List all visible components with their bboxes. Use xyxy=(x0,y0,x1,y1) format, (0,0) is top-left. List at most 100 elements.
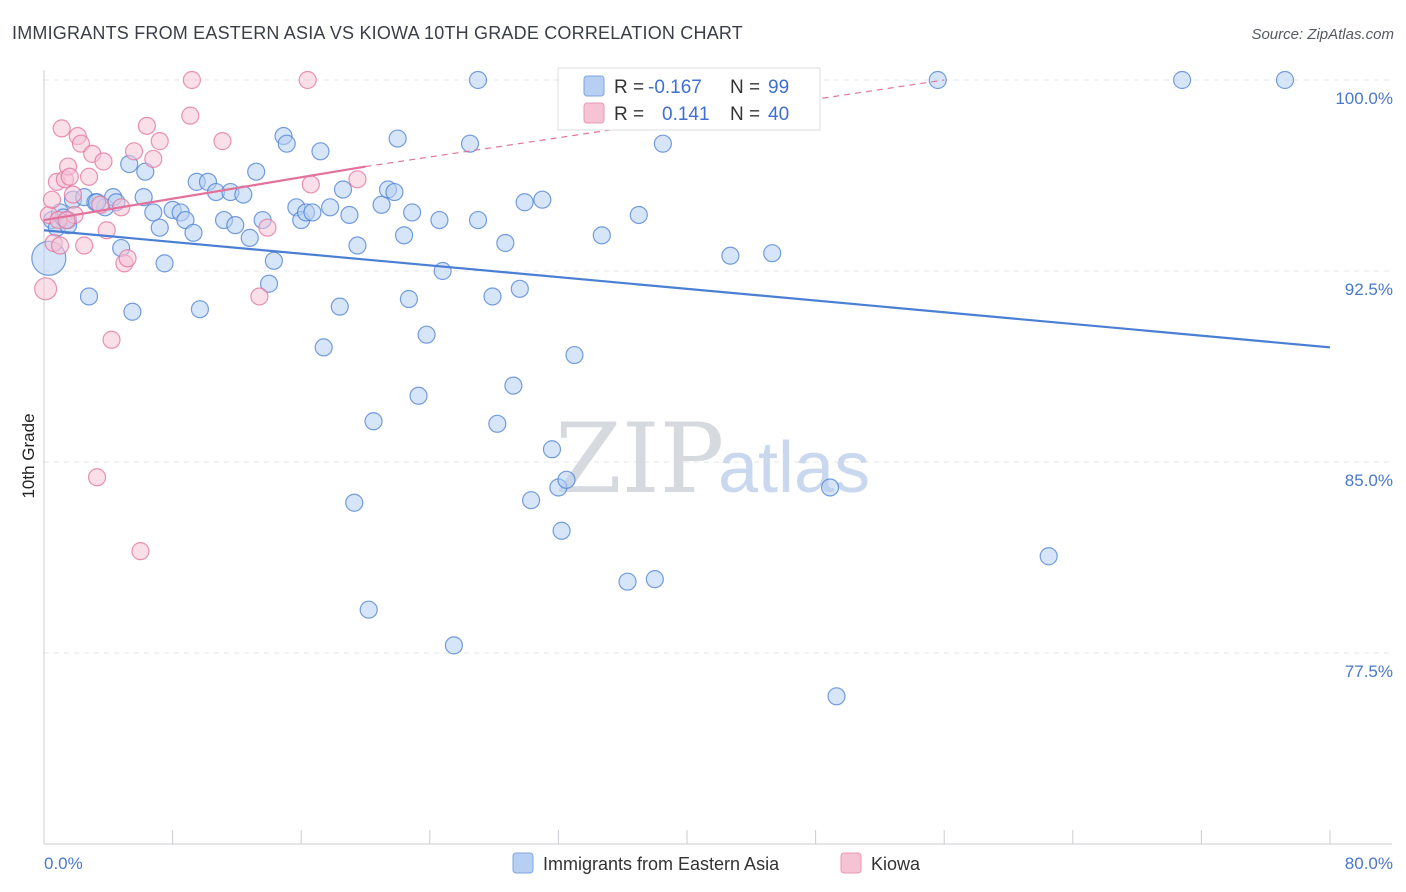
watermark-zip: ZIP xyxy=(555,403,724,515)
point-immigrants-49 xyxy=(340,205,359,225)
point-immigrants-70 xyxy=(488,414,507,433)
bottom-legend-swatch-blue xyxy=(512,852,534,874)
point-immigrants-46 xyxy=(321,198,340,217)
point-immigrants-43 xyxy=(303,203,322,222)
point-immigrants-47 xyxy=(333,180,353,199)
point-immigrants-31 xyxy=(226,216,245,235)
x-tick-label-min: 0.0% xyxy=(44,854,83,873)
point-immigrants-39 xyxy=(277,134,296,153)
series-immigrants-eastern-asia xyxy=(31,70,1295,706)
bottom-legend-label-immigrants: Immigrants from Eastern Asia xyxy=(543,854,780,874)
y-axis-label: 10th Grade xyxy=(19,413,38,498)
point-immigrants-45 xyxy=(314,338,333,357)
point-immigrants-95 xyxy=(1173,70,1192,90)
point-immigrants-18 xyxy=(144,203,163,222)
point-immigrants-84 xyxy=(629,205,648,225)
point-kiowa-6 xyxy=(52,119,71,138)
point-immigrants-81 xyxy=(565,345,584,365)
y-tick-label-85: 85.0% xyxy=(1345,471,1393,490)
stats-legend: R = -0.167 N = 99 R = 0.141 N = 40 xyxy=(557,67,821,131)
point-immigrants-91 xyxy=(820,478,840,497)
point-immigrants-63 xyxy=(430,210,449,230)
point-immigrants-62 xyxy=(417,325,436,344)
point-immigrants-94 xyxy=(1039,547,1058,566)
point-immigrants-19 xyxy=(150,218,169,237)
point-immigrants-53 xyxy=(364,412,383,431)
point-kiowa-28 xyxy=(181,106,200,125)
point-immigrants-90 xyxy=(763,244,782,263)
point-kiowa-24 xyxy=(131,542,150,561)
point-kiowa-32 xyxy=(258,218,277,237)
point-immigrants-25 xyxy=(190,300,210,319)
point-immigrants-51 xyxy=(345,493,364,512)
point-immigrants-44 xyxy=(311,142,330,161)
point-kiowa-12 xyxy=(71,134,91,153)
point-immigrants-80 xyxy=(557,470,576,489)
bottom-legend-swatch-pink xyxy=(840,852,862,874)
point-kiowa-22 xyxy=(118,249,137,268)
point-immigrants-52 xyxy=(359,600,378,619)
point-immigrants-57 xyxy=(388,129,407,148)
y-tick-label-92-5: 92.5% xyxy=(1345,280,1393,299)
point-immigrants-93 xyxy=(928,70,947,90)
point-kiowa-17 xyxy=(94,152,113,171)
point-kiowa-9 xyxy=(60,167,79,186)
point-kiowa-0 xyxy=(34,277,58,301)
point-immigrants-48 xyxy=(330,297,349,316)
trend-line-kiowa xyxy=(43,165,366,222)
y-tick-label-100: 100.0% xyxy=(1335,89,1393,108)
point-immigrants-20 xyxy=(155,254,174,273)
point-immigrants-14 xyxy=(123,302,142,321)
point-immigrants-69 xyxy=(483,287,502,306)
point-kiowa-23 xyxy=(124,142,144,161)
point-immigrants-65 xyxy=(444,636,464,655)
point-immigrants-96 xyxy=(1275,70,1295,90)
stats-legend-swatch-pink xyxy=(583,102,605,124)
point-kiowa-2 xyxy=(42,190,62,209)
point-kiowa-26 xyxy=(144,149,163,169)
point-immigrants-71 xyxy=(496,233,515,253)
point-kiowa-30 xyxy=(213,132,232,151)
point-immigrants-86 xyxy=(653,134,672,153)
point-kiowa-25 xyxy=(137,116,156,135)
point-immigrants-37 xyxy=(264,251,283,270)
point-kiowa-38 xyxy=(57,210,76,230)
watermark: ZIP atlas xyxy=(555,403,870,515)
chart-title: IMMIGRANTS FROM EASTERN ASIA VS KIOWA 10… xyxy=(12,23,743,43)
point-immigrants-34 xyxy=(247,162,266,181)
point-immigrants-36 xyxy=(259,274,279,293)
point-immigrants-83 xyxy=(618,572,637,591)
point-immigrants-66 xyxy=(460,134,480,153)
point-immigrants-74 xyxy=(515,193,534,212)
legend-r-value-1: 0.141 xyxy=(662,104,710,125)
point-immigrants-92 xyxy=(827,687,846,706)
trend-line-kiowa-extension xyxy=(365,79,945,168)
y-tick-label-77-5: 77.5% xyxy=(1345,662,1393,681)
point-immigrants-58 xyxy=(394,226,414,245)
point-immigrants-61 xyxy=(409,386,428,405)
point-kiowa-29 xyxy=(182,70,201,90)
trend-lines xyxy=(43,79,1331,349)
point-kiowa-37 xyxy=(63,185,83,204)
stats-legend-swatch-blue xyxy=(583,75,605,97)
point-immigrants-56 xyxy=(385,182,404,202)
x-tick-label-max: 80.0% xyxy=(1345,854,1393,873)
legend-n-label-0: N = xyxy=(730,77,760,98)
legend-n-label-1: N = xyxy=(730,104,760,125)
point-immigrants-17 xyxy=(134,188,153,207)
legend-r-value-0: -0.167 xyxy=(648,77,702,98)
legend-n-value-1: 40 xyxy=(768,104,789,125)
point-kiowa-33 xyxy=(298,70,317,90)
point-kiowa-19 xyxy=(102,330,121,349)
point-immigrants-33 xyxy=(240,228,259,247)
point-immigrants-72 xyxy=(504,376,523,395)
point-immigrants-12 xyxy=(79,287,99,306)
grid xyxy=(44,79,1392,654)
point-kiowa-35 xyxy=(348,170,367,189)
watermark-atlas: atlas xyxy=(718,428,870,508)
point-immigrants-85 xyxy=(645,570,664,589)
point-immigrants-24 xyxy=(184,223,203,242)
point-immigrants-76 xyxy=(533,190,552,209)
point-kiowa-31 xyxy=(250,287,269,306)
